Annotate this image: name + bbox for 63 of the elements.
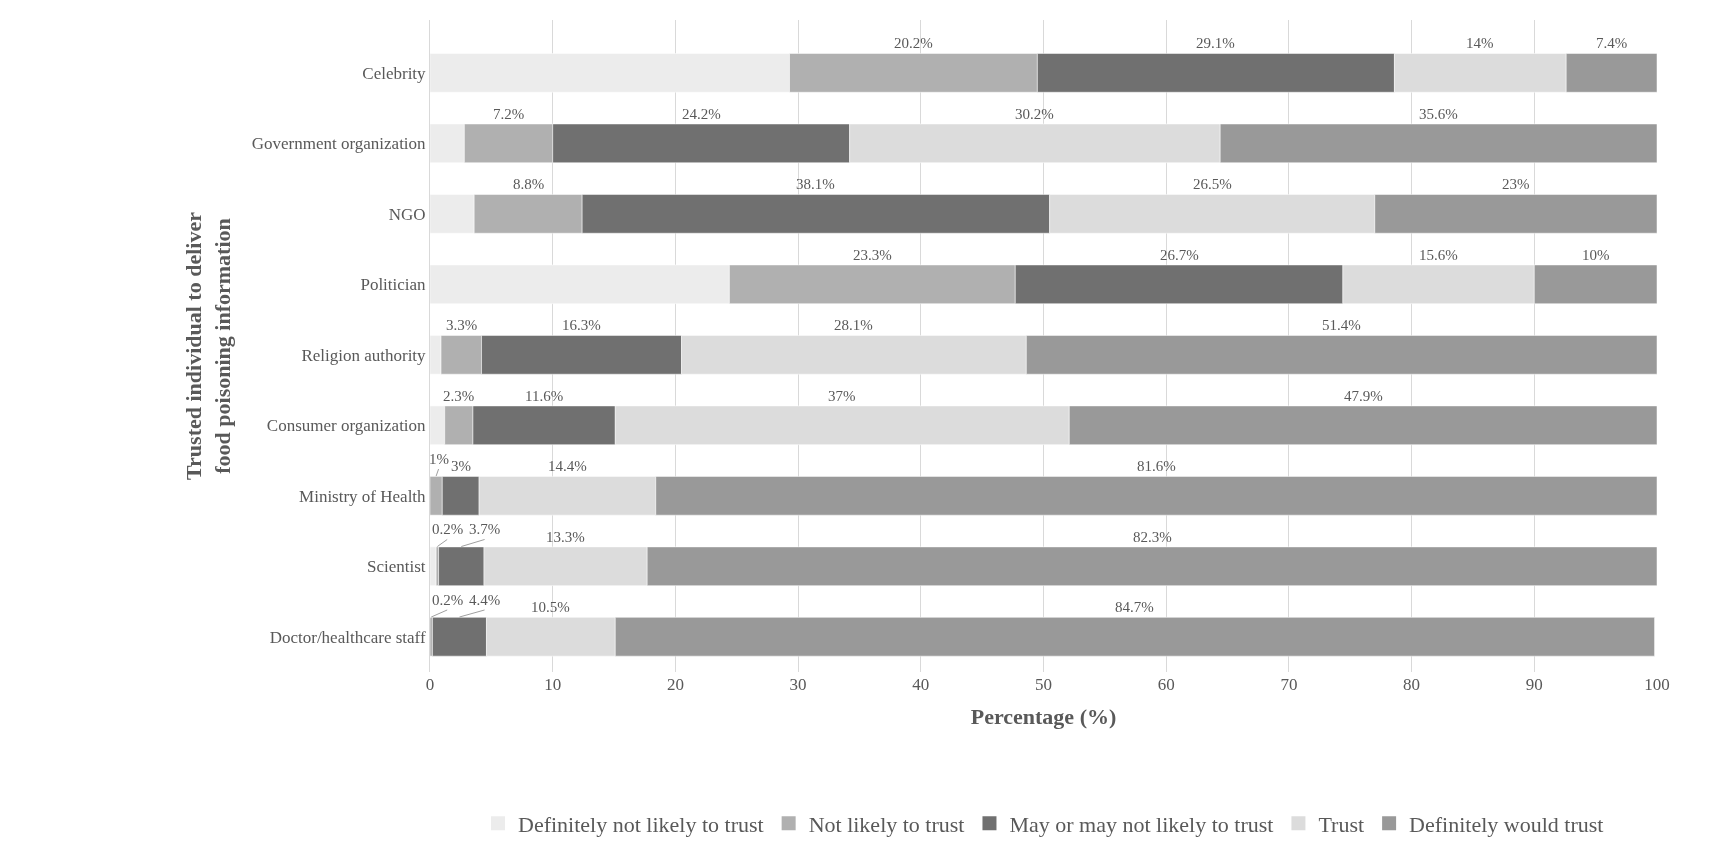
legend-label: Definitely would trust	[1409, 811, 1604, 837]
data-label: 14.4%	[548, 458, 587, 474]
legend-label: Definitely not likely to trust	[518, 811, 764, 837]
data-label: 51.4%	[1322, 317, 1361, 333]
data-label: 7.4%	[1596, 35, 1628, 51]
data-label: 30.2%	[1015, 106, 1054, 122]
data-label: 37%	[828, 388, 856, 404]
data-label: 23%	[1502, 176, 1530, 192]
y-tick-label: Religion authority	[301, 345, 427, 365]
x-tick-label: 50	[1035, 675, 1052, 694]
y-tick-label: Consumer organization	[266, 416, 427, 436]
data-label: 38.1%	[796, 176, 835, 192]
data-label: 81.6%	[1137, 458, 1176, 474]
data-label: 7.2%	[493, 106, 525, 122]
x-tick-label: 90	[1525, 675, 1543, 694]
data-label: 26.7%	[1160, 247, 1199, 263]
data-label: 24.2%	[682, 106, 721, 122]
x-axis-title: Percentage (%)	[970, 703, 1117, 729]
data-label: 1%	[429, 451, 449, 467]
data-label: 26.5%	[1193, 176, 1232, 192]
data-label: 14%	[1466, 35, 1494, 51]
data-label: 47.9%	[1344, 388, 1383, 404]
y-tick-label: Celebrity	[362, 63, 427, 83]
x-tick-label: 80	[1403, 675, 1421, 694]
legend-label: May or may not likely to trust	[1009, 811, 1274, 837]
data-label: 3.7%	[469, 521, 501, 537]
data-label: 20.2%	[894, 35, 933, 51]
y-tick-label: Government organization	[251, 134, 427, 154]
data-label: 15.6%	[1419, 247, 1458, 263]
x-tick-label: 20	[666, 675, 684, 694]
data-label: 23.3%	[853, 247, 892, 263]
data-label: 35.6%	[1419, 106, 1458, 122]
data-label: 8.8%	[513, 176, 545, 192]
data-label: 10.5%	[531, 599, 570, 615]
x-tick-label: 40	[912, 675, 930, 694]
x-tick-label: 0	[425, 675, 435, 694]
legend-label: Not likely to trust	[808, 811, 965, 837]
x-tick-label: 60	[1157, 675, 1175, 694]
x-tick-label: 10	[544, 675, 562, 694]
data-label: 2.3%	[443, 388, 475, 404]
data-label: 84.7%	[1115, 599, 1154, 615]
data-label: 11.6%	[525, 388, 564, 404]
data-label: 0.2%	[432, 592, 464, 608]
data-label: 3%	[451, 458, 471, 474]
y-tick-label: Ministry of Health	[299, 486, 427, 506]
data-label: 0.2%	[432, 521, 464, 537]
data-label: 29.1%	[1196, 35, 1235, 51]
data-label: 4.4%	[469, 592, 501, 608]
y-tick-label: Scientist	[367, 557, 426, 577]
data-label: 82.3%	[1133, 529, 1172, 545]
y-tick-label: Doctor/healthcare staff	[269, 627, 426, 647]
y-tick-label: NGO	[388, 204, 426, 224]
y-tick-label: Politician	[360, 275, 427, 295]
legend-label: Trust	[1318, 811, 1365, 837]
data-label: 10%	[1582, 247, 1610, 263]
y-axis-title: Trusted individual to deliver food poisoning information	[180, 211, 235, 480]
data-label: 28.1%	[834, 317, 873, 333]
x-tick-label: 30	[789, 675, 807, 694]
x-tick-label: 100	[1644, 675, 1670, 694]
data-label: 13.3%	[546, 529, 585, 545]
x-tick-label: 70	[1280, 675, 1298, 694]
data-label: 3.3%	[446, 317, 478, 333]
data-label: 16.3%	[562, 317, 601, 333]
